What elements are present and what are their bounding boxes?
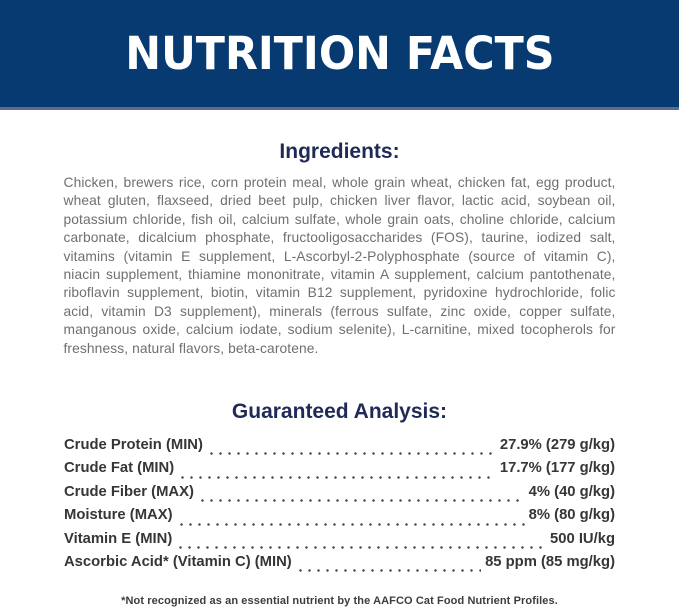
dotted-leader — [176, 544, 547, 550]
guaranteed-analysis-section: Guaranteed Analysis: Crude Protein (MIN)… — [0, 400, 679, 577]
analysis-row-value: 4% (40 g/kg) — [528, 483, 615, 500]
dotted-leader — [206, 451, 496, 457]
analysis-row-label: Crude Fat (MIN) — [64, 460, 175, 477]
analysis-row: Vitamin E (MIN) 500 IU/kg — [64, 531, 615, 554]
analysis-row-value: 17.7% (177 g/kg) — [499, 460, 615, 477]
dotted-leader — [295, 568, 482, 574]
analysis-row-value: 85 ppm (85 mg/kg) — [485, 553, 615, 570]
analysis-row-label: Ascorbic Acid* (Vitamin C) (MIN) — [64, 553, 292, 570]
dotted-leader — [176, 521, 525, 527]
dotted-leader — [178, 474, 496, 480]
analysis-row-label: Vitamin E (MIN) — [64, 530, 173, 547]
footnote: *Not recognized as an essential nutrient… — [121, 595, 558, 607]
header-band: NUTRITION FACTS — [0, 0, 679, 110]
analysis-row: Ascorbic Acid* (Vitamin C) (MIN) 85 ppm … — [64, 554, 615, 577]
analysis-row-value: 27.9% (279 g/kg) — [499, 437, 615, 453]
analysis-row-label: Crude Fiber (MAX) — [64, 483, 194, 500]
analysis-row: Crude Protein (MIN) 27.9% (279 g/kg) — [64, 437, 615, 460]
ingredients-text: Chicken, brewers rice, corn protein meal… — [63, 175, 616, 356]
ingredients-heading: Ingredients: — [279, 140, 400, 163]
analysis-row-label: Crude Protein (MIN) — [64, 437, 203, 453]
dotted-leader — [197, 498, 525, 504]
analysis-table: Crude Protein (MIN) 27.9% (279 g/kg) Cru… — [64, 437, 615, 577]
analysis-row-label: Moisture (MAX) — [64, 507, 173, 524]
analysis-row: Crude Fiber (MAX) 4% (40 g/kg) — [64, 484, 615, 507]
page-title: NUTRITION FACTS — [124, 27, 555, 80]
ingredients-section: Ingredients: Chicken, brewers rice, corn… — [0, 140, 679, 358]
analysis-heading: Guaranteed Analysis: — [231, 400, 448, 423]
analysis-row: Moisture (MAX) 8% (80 g/kg) — [64, 507, 615, 530]
analysis-row: Crude Fat (MIN) 17.7% (177 g/kg) — [64, 460, 615, 483]
analysis-row-value: 8% (80 g/kg) — [528, 507, 615, 524]
analysis-row-value: 500 IU/kg — [550, 530, 615, 547]
